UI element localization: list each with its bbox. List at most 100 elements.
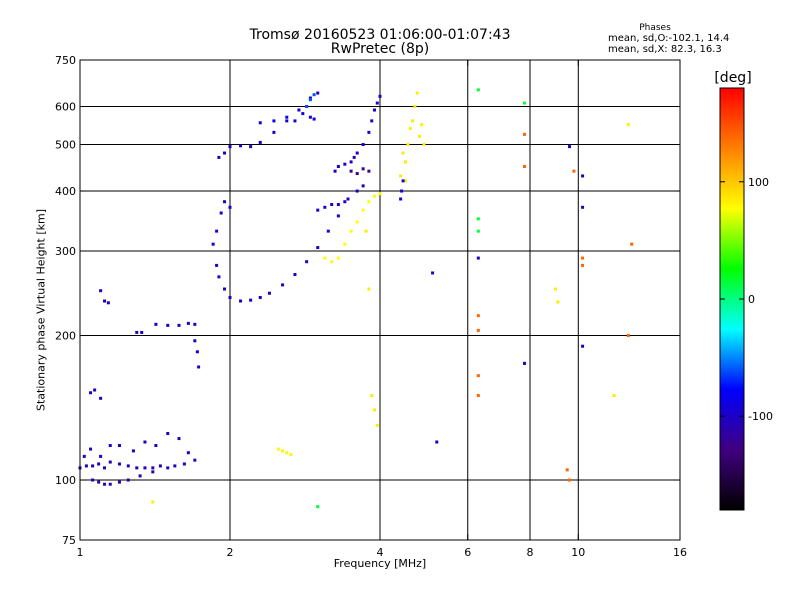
data-point — [333, 169, 337, 173]
data-point — [293, 273, 297, 277]
data-point — [177, 437, 181, 441]
data-point — [239, 144, 243, 148]
data-point — [316, 505, 320, 509]
data-point — [336, 256, 340, 260]
data-point — [211, 242, 215, 246]
data-point — [228, 145, 232, 149]
data-point — [375, 101, 379, 105]
data-point — [567, 145, 571, 149]
data-point — [352, 155, 356, 159]
data-point — [84, 464, 88, 468]
data-point — [367, 130, 371, 134]
colorbar-tick-label: -100 — [748, 410, 773, 423]
data-point — [193, 458, 197, 462]
phase-colorbar: 100 0 -100 — [719, 87, 773, 511]
data-point — [476, 314, 480, 318]
data-point — [217, 155, 221, 159]
data-point — [154, 444, 158, 448]
data-point — [355, 220, 359, 224]
data-point — [523, 132, 527, 136]
chart-title: Tromsø 20160523 01:06:00-01:07:43 — [249, 27, 511, 43]
data-point — [117, 462, 121, 466]
data-point — [581, 263, 585, 267]
data-point — [326, 229, 330, 233]
data-point — [97, 462, 101, 466]
colorbar-tick-label: 100 — [748, 176, 769, 189]
data-point — [399, 197, 403, 201]
data-point — [476, 256, 480, 260]
data-point — [308, 98, 312, 102]
data-point — [239, 299, 243, 303]
data-point — [415, 91, 419, 95]
data-point — [186, 451, 190, 455]
data-point — [272, 130, 276, 134]
data-point — [361, 184, 365, 188]
data-point — [305, 105, 309, 109]
data-point — [285, 115, 289, 119]
data-point — [355, 189, 359, 193]
data-point — [420, 123, 424, 127]
data-point — [476, 229, 480, 233]
data-point — [215, 229, 219, 233]
data-point — [138, 474, 142, 478]
data-point — [367, 200, 371, 204]
data-point — [89, 447, 93, 451]
y-tick-label: 500 — [55, 139, 76, 152]
data-point — [476, 217, 480, 221]
data-point — [572, 169, 576, 173]
y-tick-label: 75 — [62, 534, 76, 547]
data-point — [195, 350, 199, 354]
data-point — [93, 388, 97, 392]
data-point — [308, 115, 312, 119]
data-point — [581, 205, 585, 209]
data-point — [476, 88, 480, 92]
data-point — [523, 361, 527, 365]
data-point — [193, 322, 197, 326]
data-point — [108, 460, 112, 464]
data-point — [336, 164, 340, 168]
data-point — [361, 208, 365, 212]
y-tick-label: 200 — [55, 330, 76, 343]
x-axis: 1 2 4 6 8 10 16 — [77, 60, 687, 559]
data-point — [186, 321, 190, 325]
data-point — [316, 246, 320, 250]
data-point — [182, 462, 186, 466]
x-tick-label: 16 — [673, 546, 687, 559]
x-tick-label: 2 — [227, 546, 234, 559]
data-point — [367, 169, 371, 173]
data-point — [131, 449, 135, 453]
data-point — [323, 256, 327, 260]
data-point — [217, 275, 221, 279]
x-tick-label: 4 — [377, 546, 384, 559]
data-point — [223, 287, 227, 291]
data-point — [581, 174, 585, 178]
data-point — [349, 169, 353, 173]
x-tick-label: 8 — [527, 546, 534, 559]
data-point — [336, 214, 340, 218]
data-point — [349, 229, 353, 233]
data-point — [140, 330, 144, 334]
data-point — [476, 374, 480, 378]
data-point — [99, 289, 103, 293]
data-point — [556, 300, 560, 304]
data-point — [126, 478, 130, 482]
data-point — [349, 160, 353, 164]
data-point — [367, 287, 371, 291]
data-point — [223, 200, 227, 204]
data-point — [143, 440, 147, 444]
data-point — [97, 480, 101, 484]
data-point — [197, 365, 201, 369]
data-point — [166, 323, 170, 327]
data-point — [166, 432, 170, 436]
data-point — [373, 194, 377, 198]
data-point — [99, 454, 103, 458]
data-point — [126, 464, 130, 468]
data-point — [154, 322, 158, 326]
data-point — [82, 454, 86, 458]
data-point — [312, 93, 316, 97]
data-point — [151, 470, 155, 474]
data-point — [91, 478, 95, 482]
y-tick-label: 600 — [55, 101, 76, 114]
data-point — [343, 200, 347, 204]
